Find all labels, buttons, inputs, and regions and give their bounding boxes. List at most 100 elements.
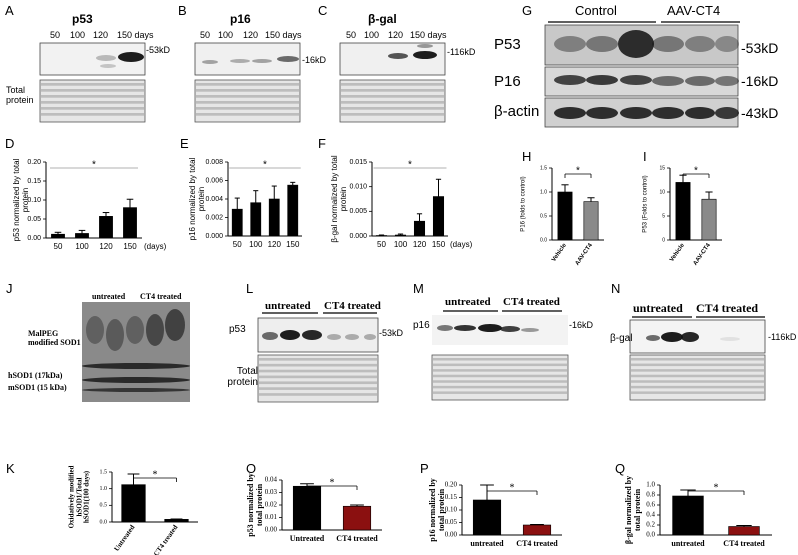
blot-title: p16 [230,12,251,26]
panel-letter: Q [615,461,626,476]
loading-stripe [433,374,567,378]
lane-label: 50 [346,30,357,40]
blot-band [646,335,660,341]
chart: 0.000 0.005 0.010 0.015 50 100 120 150 (days) * [349,159,472,249]
significance-label: * [330,477,335,488]
blot-band [230,59,250,63]
loading-stripe [41,101,144,104]
y-tick-label: 0.10 [27,197,41,204]
panel-letter: E [180,136,189,151]
loading-stripe [631,363,764,367]
blot-band [86,316,104,344]
row-label: P16 [494,73,521,90]
x-tick-label: AAV-CT4 [575,242,595,267]
blot-band [586,107,618,119]
y-tick-label: 0.01 [265,513,278,521]
y-tick-label: 1.0 [646,481,655,489]
y-tick-label: 0.20 [27,159,41,166]
blot-band [146,314,164,346]
y-axis-label: P53 (Folds to control) [642,175,649,233]
blot-title: β-gal [368,12,397,26]
y-axis-label: P16 (folds to control) [520,176,527,232]
x-tick-label: Vehicle [551,242,568,263]
panel-letter: N [611,281,621,296]
loading-stripe [631,374,764,378]
x-axis-label: (days) [144,242,167,251]
y-axis-label: p16 normalized by total protein [428,478,446,542]
y-axis-label: p53 normalized by total protein [246,473,264,537]
bar [123,207,137,239]
loading-stripe [341,107,444,110]
lane-label: 120 [388,30,404,40]
blot-band [652,36,684,52]
bar [394,234,407,237]
band-label: mSOD1 (15 kDa) [8,383,67,392]
loading-stripe [631,380,764,383]
blot-band [620,75,652,85]
blot-band [685,107,715,119]
bar [583,201,599,241]
x-tick-label: CT4 treated [336,534,378,543]
blot-band [681,332,699,342]
loading-stripe [341,95,444,98]
loading-stripe [259,387,377,390]
lane-label: 150 days [265,30,302,40]
panel-letter: F [318,136,326,151]
group-label: Control [575,3,617,18]
bar [432,196,445,237]
chart: 0.00 0.01 0.02 0.03 0.04 Untreated CT4 treated… [265,476,382,543]
bar [231,208,243,237]
panel-letter: G [522,3,533,18]
significance-label: * [153,469,158,480]
loading-stripe [196,89,299,92]
y-tick-label: 0.20 [445,481,458,489]
lane-label: 150 days [117,30,154,40]
loading-stripe [433,363,567,367]
blot-title: β-gal [610,333,633,344]
blot-band [454,325,476,331]
significance-label: * [92,160,96,171]
blot-band [364,334,376,340]
blot-band [82,377,190,383]
blot-band [715,36,739,52]
loading-stripe [196,107,299,110]
group-label: CT4 treated [503,296,560,308]
panel-letter: L [246,281,254,296]
blot-band [620,107,652,119]
loading-label: Total protein [227,366,258,388]
panel-letter: I [643,149,647,164]
x-tick-label: CT4 treated [516,539,558,548]
y-tick-label: 0.15 [445,493,458,501]
marker-label: -16kD [569,320,594,330]
panel-letter: D [5,136,15,151]
blot-band [413,51,437,59]
loading-stripe [259,393,377,396]
y-tick-label: 0.8 [646,491,655,499]
group-label: CT4 treated [696,301,759,315]
blot-band [345,334,359,340]
chart: 0.0 0.2 0.4 0.6 0.8 1.0 untreated CT4 treated * [646,481,772,548]
x-tick-label: 100 [75,242,89,251]
y-tick-label: 0.0 [540,237,547,243]
y-tick-label: 0.2 [646,521,655,529]
y-tick-label: 1.5 [540,165,547,171]
blot-band [202,60,218,64]
blot-band [262,332,278,340]
y-tick-label: 0.03 [265,488,278,496]
x-tick-label: 150 [123,242,137,251]
group-label: CT4 treated [324,300,381,312]
lane-label: 120 [243,30,259,40]
panel-letter: K [6,461,15,476]
blot-band [277,56,299,62]
x-tick-label: Untreated [290,534,325,543]
blot-band [327,334,341,340]
group-label: untreated [92,292,126,301]
loading-stripe [341,113,444,116]
x-tick-label: 100 [249,240,263,249]
panel-letter: O [246,461,257,476]
lane-label: 150 days [410,30,447,40]
y-tick-label: 0.015 [349,159,367,166]
loading-stripe [259,363,377,367]
row-label: P53 [494,36,521,53]
